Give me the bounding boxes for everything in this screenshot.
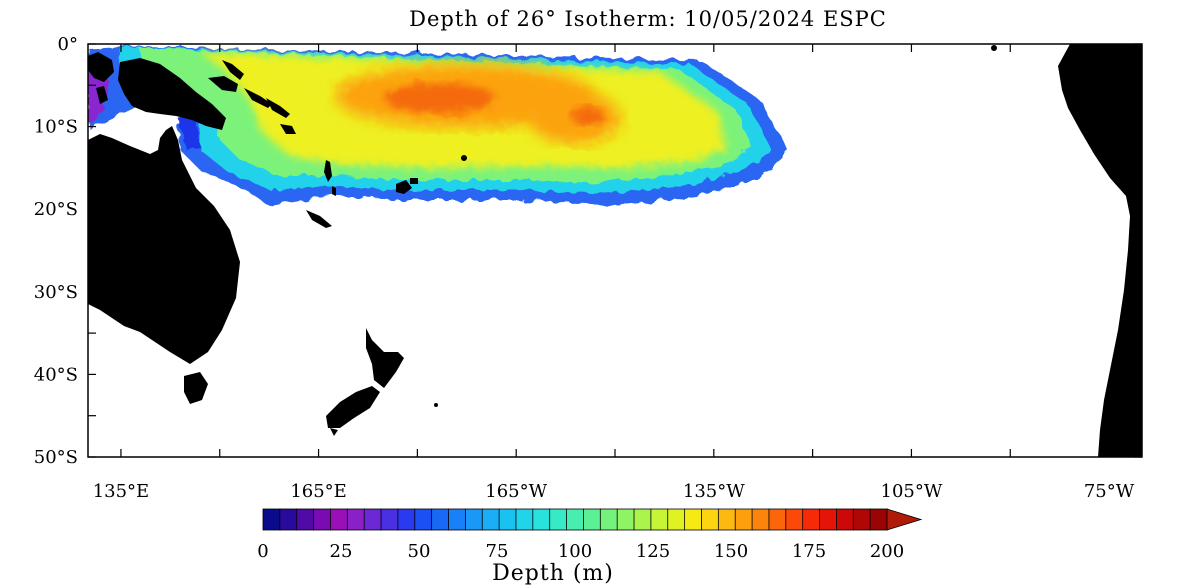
new-zealand-south [326, 386, 380, 428]
colorbar-swatch [869, 508, 888, 531]
colorbar-swatch [448, 508, 467, 531]
y-tick-label: 20°S [34, 199, 78, 220]
colorbar-swatch [684, 508, 703, 531]
colorbar-swatch [667, 508, 686, 531]
colorbar-extension-arrow [886, 508, 923, 531]
colorbar-swatch [819, 508, 838, 531]
isotherm-depth-field [88, 46, 788, 206]
colorbar-tick-label: 175 [792, 541, 826, 562]
colorbar-tick-label: 25 [330, 541, 353, 562]
colorbar-swatch [599, 508, 618, 531]
colorbar-tick-labels: 0 25 50 75 100 125 150 175 200 [257, 541, 904, 562]
colorbar-swatch [279, 508, 298, 531]
x-tick-label: 135°E [93, 481, 150, 502]
colorbar-swatch [751, 508, 770, 531]
depth-zone-red-east [572, 106, 604, 126]
colorbar-swatch [397, 508, 416, 531]
stewart-island [330, 428, 338, 436]
colorbar-swatch [836, 508, 854, 531]
fiji [396, 180, 412, 194]
small-island [434, 403, 438, 407]
colorbar-tick-label: 0 [257, 541, 268, 562]
small-island [461, 155, 467, 161]
small-island [991, 45, 997, 51]
colorbar-tick-label: 75 [486, 541, 509, 562]
colorbar-swatch [262, 508, 281, 531]
y-axis: 0° 10°S 20°S 30°S 40°S 50°S [34, 34, 1142, 468]
indonesia-islands [88, 52, 114, 82]
colorbar-swatch [701, 508, 720, 531]
colorbar-swatch [498, 508, 517, 531]
colorbar-swatch [583, 508, 601, 531]
colorbar-swatch [802, 508, 821, 531]
x-tick-label: 165°W [485, 481, 547, 502]
depth-zone-red [385, 83, 495, 113]
indonesia-islands-south [96, 86, 108, 104]
colorbar-tick-label: 150 [714, 541, 748, 562]
map-title: Depth of 26° Isotherm: 10/05/2024 ESPC [409, 7, 887, 31]
colorbar-swatch [346, 508, 365, 531]
colorbar-swatch [414, 508, 433, 531]
y-tick-label: 50°S [34, 447, 78, 468]
colorbar-label: Depth (m) [492, 561, 614, 586]
x-tick-label: 75°W [1084, 481, 1135, 502]
new-guinea [118, 58, 226, 130]
new-zealand-north [366, 328, 404, 388]
colorbar-swatch [481, 508, 500, 531]
x-tick-label: 135°W [683, 481, 745, 502]
colorbar-swatch [313, 508, 332, 531]
y-tick-label: 40°S [34, 364, 78, 385]
colorbar-swatch [633, 508, 652, 531]
y-tick-label: 0° [58, 34, 78, 55]
vanuatu [324, 160, 332, 182]
colorbar-swatch [768, 508, 787, 531]
x-tick-label: 165°E [290, 481, 347, 502]
colorbar-swatch [363, 508, 382, 531]
depth-zone-darkblue-sw [178, 116, 200, 150]
colorbar-swatch [785, 508, 804, 531]
solomon-islands [244, 88, 272, 108]
vanuatu-2 [332, 186, 336, 196]
colorbar-swatch [650, 508, 669, 531]
colorbar-swatch [852, 508, 871, 531]
land [88, 44, 1142, 457]
colorbar-tick-label: 125 [636, 541, 670, 562]
colorbar-swatch [330, 508, 349, 531]
new-ireland [222, 60, 244, 80]
new-caledonia [306, 210, 332, 228]
colorbar-swatch [734, 508, 753, 531]
colorbar-swatch [431, 508, 450, 531]
x-axis: 135°E 165°E 165°W 135°W 105°W 75°W [93, 44, 1135, 502]
solomon-islands-3 [280, 124, 296, 134]
colorbar-tick-label: 200 [870, 541, 904, 562]
colorbar-swatch [532, 508, 551, 531]
y-tick-label: 10°S [34, 117, 78, 138]
colorbar-tick-label: 50 [408, 541, 431, 562]
tasmania [184, 372, 208, 404]
colorbar-swatch [515, 508, 534, 531]
colorbar-swatch [380, 508, 399, 531]
south-america-landmass [1058, 44, 1142, 457]
colorbar-swatch [566, 508, 585, 531]
y-tick-label: 30°S [34, 282, 78, 303]
australia-landmass [88, 126, 240, 364]
solomon-islands-2 [266, 98, 290, 118]
colorbar-swatch [717, 508, 736, 531]
x-tick-label: 105°W [881, 481, 943, 502]
colorbar [262, 508, 923, 531]
fiji-2 [410, 178, 418, 184]
colorbar-swatch [616, 508, 635, 531]
new-britain [208, 76, 238, 92]
colorbar-swatch [464, 508, 483, 531]
colorbar-tick-label: 100 [558, 541, 592, 562]
small-island [127, 277, 133, 283]
colorbar-swatch [296, 508, 315, 531]
colorbar-swatch [549, 508, 568, 531]
